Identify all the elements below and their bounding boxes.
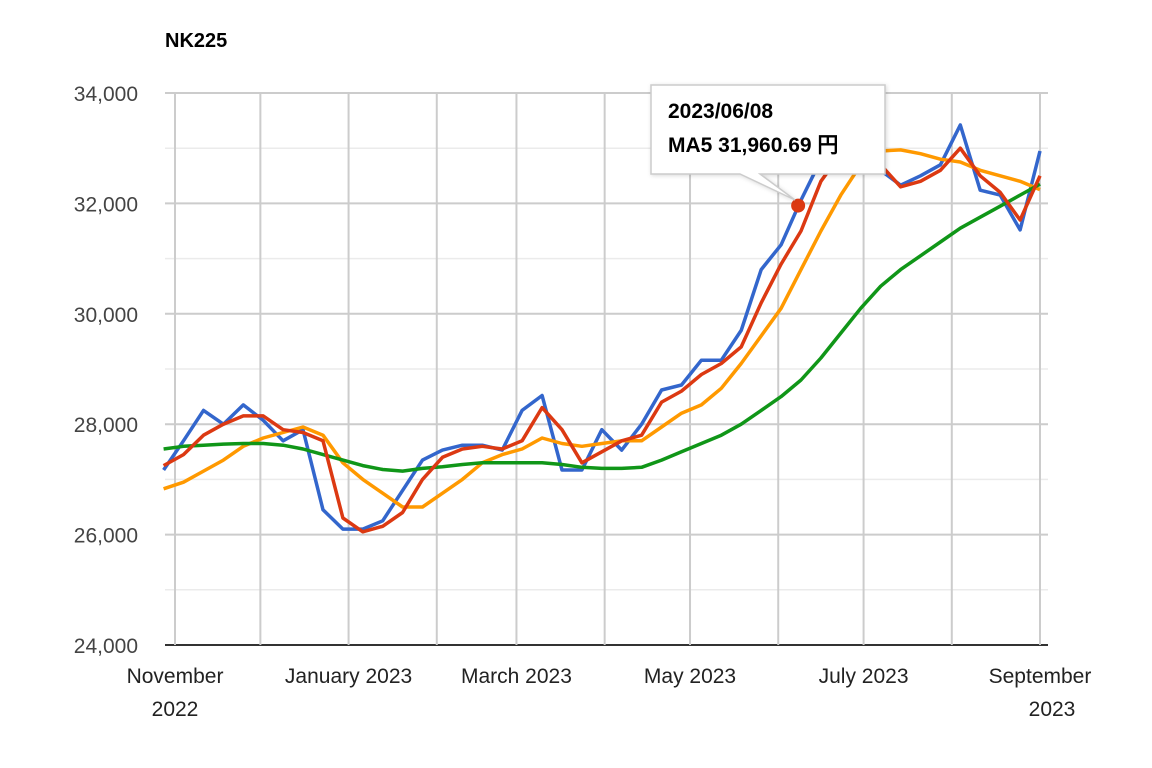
y-tick-label: 26,000 (74, 525, 138, 548)
x-tick-label: July 2023 (819, 665, 909, 688)
y-tick-label: 34,000 (74, 83, 138, 106)
tooltip: 2023/06/08 MA5 31,960.69 円 (650, 84, 886, 201)
series-line-2 (163, 182, 1041, 473)
highlight-point (791, 198, 806, 213)
x-tick-label: 2022 (152, 698, 199, 721)
chart-title: NK225 (165, 30, 227, 52)
x-tick-label: November (127, 665, 224, 688)
x-tick-label: March 2023 (461, 665, 572, 688)
series-line-1 (163, 148, 1041, 509)
x-tick-label: January 2023 (285, 665, 412, 688)
tooltip-date: 2023/06/08 (668, 100, 773, 123)
y-tick-label: 28,000 (74, 414, 138, 437)
tooltip-value: MA5 31,960.69 円 (668, 134, 838, 157)
series-line-3 (162, 146, 1042, 534)
x-tick-label: 2023 (1029, 698, 1076, 721)
y-tick-label: 24,000 (74, 635, 138, 658)
x-tick-label: May 2023 (644, 665, 736, 688)
x-tick-label: September (989, 665, 1092, 688)
y-tick-label: 30,000 (74, 304, 138, 327)
y-tick-label: 32,000 (74, 193, 138, 216)
tooltip-box (650, 84, 886, 201)
